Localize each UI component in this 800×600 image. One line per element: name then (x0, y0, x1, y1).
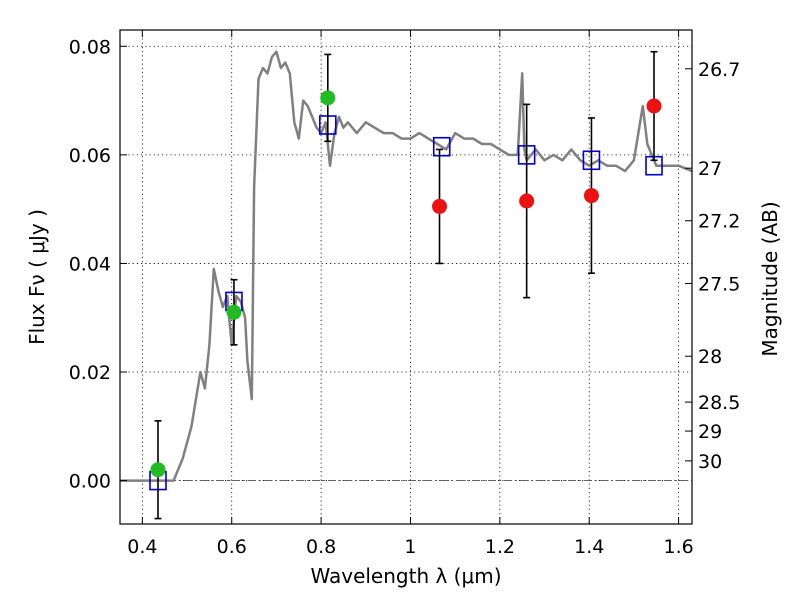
y-tick-label: 0.02 (69, 362, 111, 384)
y-axis-ticks: 0.00 0.02 0.04 0.06 0.08 (69, 36, 127, 493)
y2-tick-label: 26.7 (698, 59, 740, 81)
model-square-point (432, 136, 451, 157)
plot-area (120, 50, 692, 520)
green-data-point (226, 304, 242, 320)
x-tick-label: 0.4 (127, 536, 157, 558)
grid-lines (120, 30, 692, 524)
spectrum-line (120, 50, 692, 482)
y2-tick-label: 27.2 (698, 211, 740, 233)
y-tick-label: 0.00 (69, 471, 111, 493)
green-data-point (320, 90, 336, 106)
y2-tick-label: 30 (698, 451, 722, 473)
y2-tick-label: 27 (698, 158, 722, 180)
y2-axis-label: Magnitude (AB) (758, 201, 782, 356)
green-data-point (150, 462, 166, 478)
x-tick-label: 1.6 (663, 536, 693, 558)
x-tick-label: 0.6 (217, 536, 247, 558)
plot-frame (119, 29, 693, 525)
x-axis-label: Wavelength λ (μm) (310, 564, 501, 588)
x-tick-label: 0.8 (306, 536, 336, 558)
red-data-point (583, 188, 599, 204)
y-axis-label: Flux Fν ( μJy ) (25, 209, 49, 345)
y2-axis-ticks: 26.7 27 27.2 27.5 28 28.5 29 30 (685, 59, 740, 473)
y-tick-label: 0.04 (69, 253, 111, 275)
red-data-point (519, 193, 535, 209)
y2-tick-label: 28 (698, 346, 722, 368)
red-data-point (432, 198, 448, 214)
x-tick-label: 1 (404, 536, 416, 558)
red-data-point (646, 98, 662, 114)
x-axis-ticks: 0.4 0.6 0.8 1 1.2 1.4 1.6 (127, 30, 694, 558)
y-tick-label: 0.06 (69, 145, 111, 167)
x-tick-label: 1.2 (485, 536, 515, 558)
y-tick-label: 0.08 (69, 36, 111, 58)
y2-tick-label: 29 (698, 421, 722, 443)
y2-tick-label: 27.5 (698, 273, 740, 295)
y2-tick-label: 28.5 (698, 392, 740, 414)
x-tick-label: 1.4 (574, 536, 604, 558)
